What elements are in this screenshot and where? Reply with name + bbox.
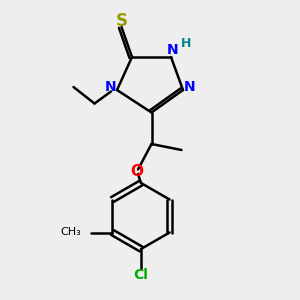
Text: N: N (167, 43, 178, 56)
Text: O: O (130, 164, 143, 178)
Text: CH₃: CH₃ (60, 227, 81, 237)
Text: Cl: Cl (134, 268, 148, 282)
Text: N: N (184, 80, 195, 94)
Text: H: H (181, 37, 191, 50)
Text: S: S (116, 12, 128, 30)
Text: N: N (105, 80, 117, 94)
